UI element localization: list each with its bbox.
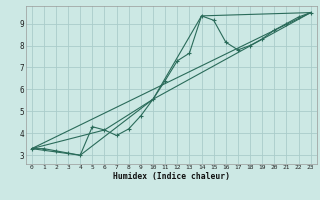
X-axis label: Humidex (Indice chaleur): Humidex (Indice chaleur) <box>113 172 230 181</box>
